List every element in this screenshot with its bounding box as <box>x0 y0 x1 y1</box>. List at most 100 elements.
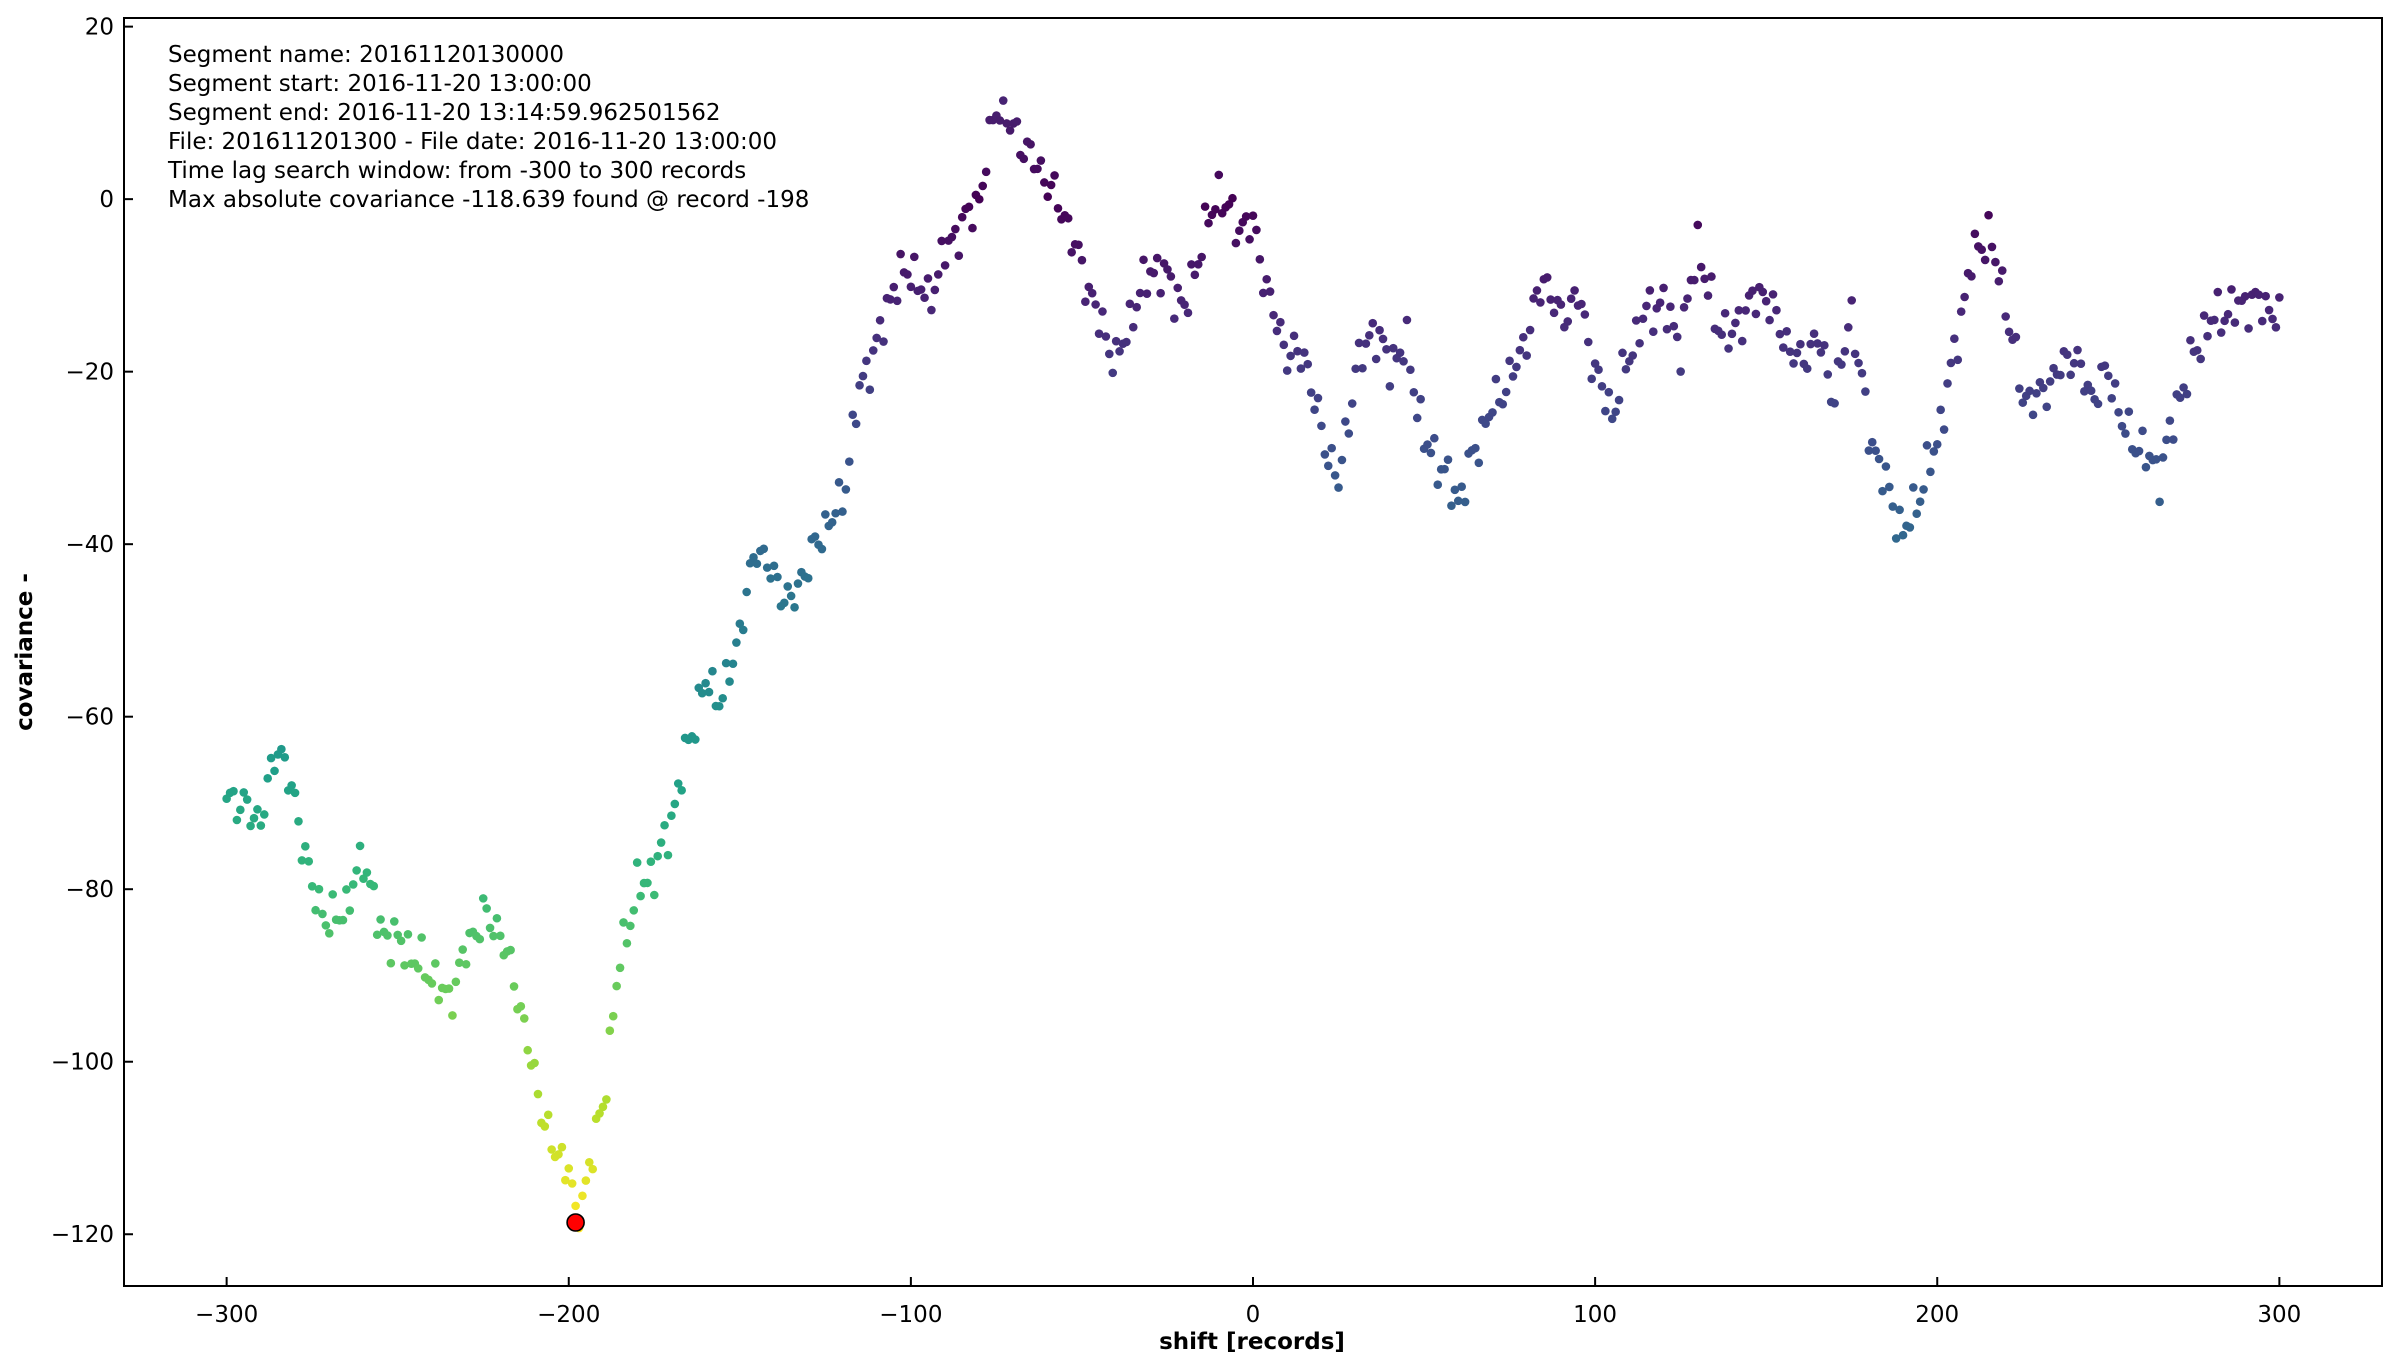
data-point <box>1450 485 1460 495</box>
data-point <box>543 1110 553 1120</box>
data-point <box>2186 335 2195 345</box>
data-point <box>1142 289 1152 298</box>
data-point <box>920 293 929 303</box>
data-point <box>653 851 663 861</box>
data-point <box>1402 315 1412 325</box>
data-point <box>2223 309 2233 319</box>
data-point <box>1717 330 1727 340</box>
data-point <box>1666 302 1675 311</box>
data-point <box>1211 204 1220 214</box>
data-point <box>886 295 895 304</box>
data-point <box>1751 309 1761 319</box>
data-point <box>1659 283 1668 293</box>
data-point <box>803 573 813 583</box>
data-point <box>1358 363 1367 373</box>
data-point <box>1180 300 1189 309</box>
data-point <box>1043 192 1053 202</box>
data-point <box>1515 345 1525 355</box>
data-point <box>287 781 296 790</box>
data-point <box>1690 275 1699 285</box>
data-point <box>2254 290 2264 300</box>
data-point <box>1683 294 1692 303</box>
data-point <box>632 858 642 867</box>
data-point <box>1566 294 1576 304</box>
data-point <box>1840 347 1850 356</box>
data-point <box>1768 290 1778 299</box>
data-point <box>1806 339 1815 349</box>
data-point <box>1508 372 1518 381</box>
data-point <box>691 735 700 744</box>
data-point <box>851 419 861 429</box>
data-point <box>1895 505 1904 515</box>
data-point <box>263 774 272 783</box>
data-point <box>2261 291 2270 301</box>
data-point <box>2192 345 2202 355</box>
data-point <box>2066 370 2075 380</box>
info-line: File: 201611201300 - File date: 2016-11-… <box>168 129 777 155</box>
data-point <box>1583 337 1593 347</box>
data-point <box>1416 394 1425 404</box>
data-point <box>1101 332 1111 341</box>
data-point <box>307 882 317 891</box>
data-point <box>1115 347 1124 356</box>
data-point <box>1481 419 1490 428</box>
data-point <box>496 931 505 941</box>
data-point <box>1050 171 1059 180</box>
data-point <box>1529 294 1538 303</box>
data-point <box>1091 300 1100 309</box>
data-point <box>376 915 385 924</box>
data-point <box>1128 322 1138 332</box>
data-point <box>673 779 683 788</box>
data-point <box>1977 245 1987 255</box>
data-point <box>1323 461 1333 471</box>
data-point <box>1433 480 1443 490</box>
data-point <box>608 1011 618 1021</box>
data-point <box>516 1002 526 1011</box>
data-point <box>1330 471 1340 480</box>
data-point <box>506 945 515 955</box>
data-point <box>1108 368 1118 378</box>
data-point <box>389 917 399 926</box>
data-point <box>1252 225 1261 235</box>
data-point <box>1888 502 1898 511</box>
data-point <box>1908 483 1918 492</box>
data-point <box>697 688 707 698</box>
data-point <box>2257 316 2267 326</box>
data-point <box>2015 384 2024 393</box>
data-point <box>1987 242 1997 252</box>
data-point <box>1423 440 1432 449</box>
x-tick-label: 300 <box>2257 1302 2301 1328</box>
data-point <box>1122 337 1131 347</box>
data-point <box>1501 387 1511 397</box>
data-point <box>1262 274 1271 284</box>
data-point <box>1953 355 1963 365</box>
data-point <box>321 921 331 930</box>
data-point <box>434 995 444 1005</box>
data-point <box>1012 117 1022 126</box>
y-tick-label: −60 <box>65 705 114 731</box>
data-point <box>2121 429 2130 438</box>
data-point <box>1074 240 1083 250</box>
data-point <box>656 838 666 847</box>
data-point <box>954 251 964 260</box>
data-point <box>896 249 905 259</box>
data-point <box>1139 255 1148 265</box>
data-point <box>602 1095 611 1104</box>
data-point <box>1741 306 1750 315</box>
data-point <box>1604 387 1614 397</box>
data-point <box>2244 324 2253 333</box>
data-point <box>448 1011 457 1020</box>
data-point <box>1512 362 1521 372</box>
data-point <box>855 380 864 390</box>
data-point <box>1676 367 1685 376</box>
data-point <box>485 923 495 933</box>
data-point <box>2045 377 2055 386</box>
data-point <box>1693 220 1703 230</box>
data-point <box>2169 435 2178 444</box>
data-point <box>1926 467 1935 477</box>
data-point <box>564 1164 574 1173</box>
data-point <box>478 894 488 903</box>
x-tick-label: −300 <box>195 1302 258 1328</box>
data-point <box>2155 497 2164 507</box>
